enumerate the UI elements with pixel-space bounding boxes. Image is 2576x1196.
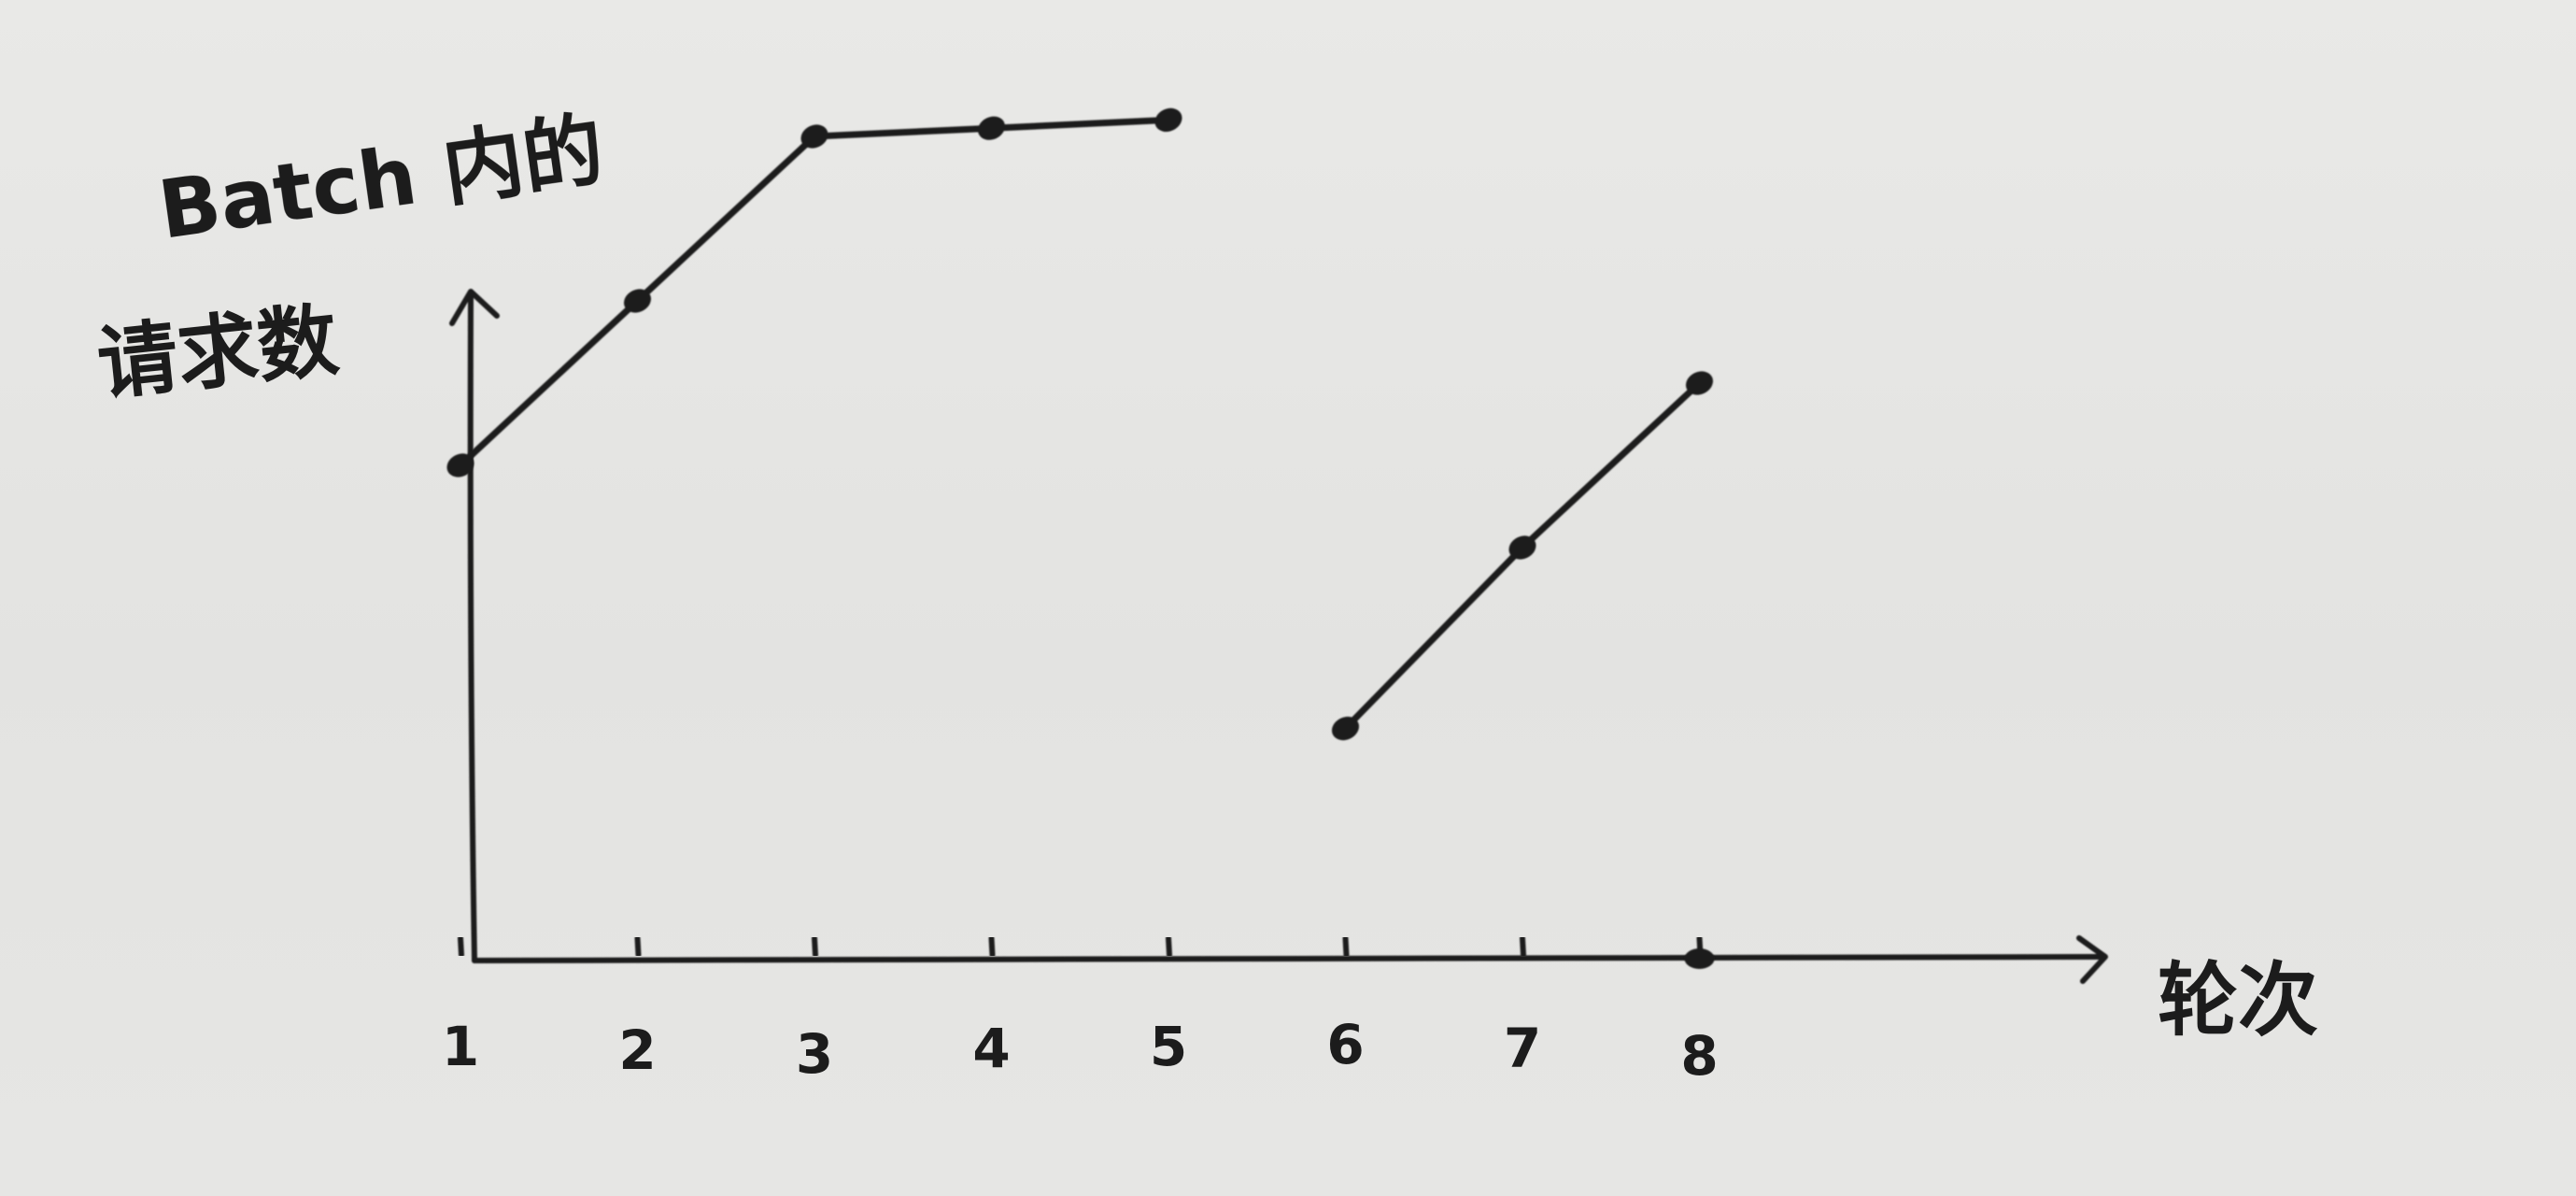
x-tick-4: [988, 935, 996, 958]
series-1-point-1: [446, 453, 474, 477]
x-tick-label-2: 2: [618, 1018, 656, 1082]
x-tick-5: [1166, 935, 1172, 958]
y-axis-line: [467, 294, 477, 963]
series-2-point-6: [1331, 717, 1360, 741]
x-tick-3: [812, 935, 818, 958]
x-tick-label-8: 8: [1680, 1024, 1718, 1088]
series-layer: [446, 107, 1715, 969]
series-1-point-4: [977, 116, 1006, 140]
x-axis-line: [472, 954, 2102, 963]
y-axis-title-line1: Batch 内的: [153, 103, 609, 258]
x-tick-label-4: 4: [972, 1017, 1010, 1080]
x-axis-ticks: [458, 935, 1704, 958]
x-axis-tick-labels: 1 2 3 4 5 6 7 8: [442, 1013, 1719, 1088]
x-tick-7: [1520, 935, 1526, 958]
series-2-point-8: [1685, 371, 1714, 395]
x-tick-2: [634, 935, 642, 958]
series-1-point-5: [1154, 107, 1182, 132]
x-tick-label-5: 5: [1150, 1015, 1187, 1078]
x-tick-label-1: 1: [442, 1015, 479, 1078]
series-1-point-3: [800, 124, 828, 149]
marker-point-8: [1684, 948, 1715, 969]
series-2-point-7: [1508, 535, 1536, 560]
x-tick-label-7: 7: [1504, 1017, 1541, 1080]
y-axis-title-line2: 请求数: [93, 293, 343, 411]
x-tick-label-3: 3: [796, 1022, 833, 1086]
x-axis-arrow: [2076, 935, 2108, 984]
x-tick-1: [458, 935, 464, 958]
x-axis-title: 轮次: [2158, 954, 2318, 1047]
y-axis-arrow: [449, 289, 500, 326]
axes: [449, 289, 2108, 984]
x-tick-6: [1342, 935, 1350, 958]
series-1-point-2: [623, 289, 652, 313]
x-tick-label-6: 6: [1326, 1013, 1364, 1076]
